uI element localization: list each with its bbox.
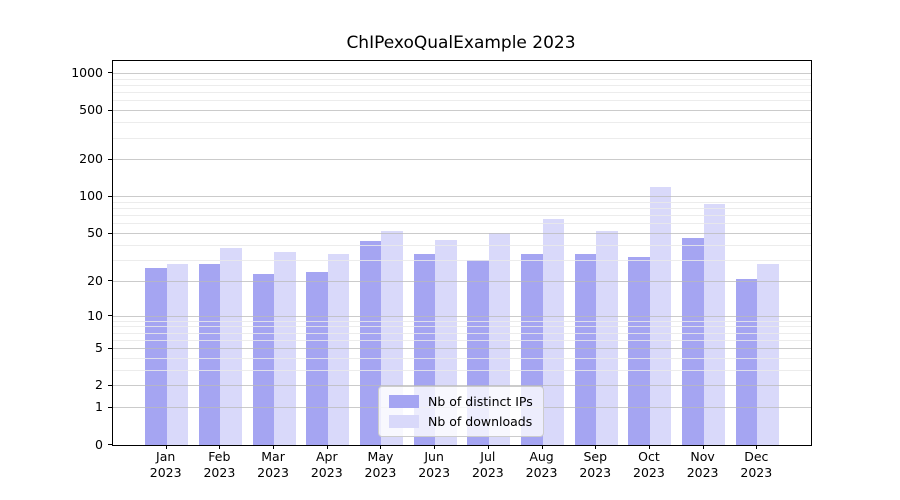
y-tick-mark-0 xyxy=(108,444,112,445)
y-tick-mark-2 xyxy=(108,384,112,386)
x-tick-label-nov: Nov 2023 xyxy=(668,449,738,481)
legend-label-downloads: Nb of downloads xyxy=(428,414,533,429)
bar-downloads-nov xyxy=(703,203,726,445)
bar-downloads-oct xyxy=(649,187,672,445)
bar-distinct-ips-may xyxy=(359,241,382,445)
x-tick-label-jan: Jan 2023 xyxy=(131,449,201,481)
y-tick-label-1000: 1000 xyxy=(71,64,103,80)
bar-downloads-feb xyxy=(220,247,242,445)
x-tick-month-feb: Feb xyxy=(208,449,231,464)
y-tick-mark-20 xyxy=(108,280,112,282)
x-tick-month-jun: Jun xyxy=(424,449,444,464)
x-tick-label-apr: Apr 2023 xyxy=(292,449,362,481)
x-tick-month-jul: Jul xyxy=(480,449,496,464)
x-tick-year-sep: 2023 xyxy=(579,465,612,480)
x-tick-label-may: May 2023 xyxy=(345,449,415,481)
x-tick-mark-feb xyxy=(219,445,221,449)
y-tick-mark-50 xyxy=(108,232,112,234)
y-tick-label-2: 2 xyxy=(95,377,103,393)
y-tick-label-1: 1 xyxy=(95,399,103,415)
x-tick-label-mar: Mar 2023 xyxy=(238,449,308,481)
bar-distinct-ips-dec xyxy=(735,278,758,445)
x-tick-mark-may xyxy=(380,445,382,449)
y-tick-label-100: 100 xyxy=(79,188,103,204)
x-tick-mark-nov xyxy=(702,445,704,449)
x-tick-label-dec: Dec 2023 xyxy=(721,449,791,481)
bar-downloads-apr xyxy=(327,253,350,445)
x-tick-year-jun: 2023 xyxy=(418,465,451,480)
bar-distinct-ips-oct xyxy=(628,256,650,445)
x-tick-year-jan: 2023 xyxy=(149,465,182,480)
y-tick-mark-100 xyxy=(108,195,112,197)
y-tick-label-0: 0 xyxy=(95,436,103,452)
x-tick-mark-apr xyxy=(326,445,328,449)
x-tick-month-mar: Mar xyxy=(261,449,285,464)
legend-entry-downloads: Nb of downloads xyxy=(389,414,533,429)
y-tick-mark-200 xyxy=(108,158,112,160)
bar-distinct-ips-apr xyxy=(306,271,328,445)
y-tick-mark-500 xyxy=(108,109,112,111)
x-tick-label-jul: Jul 2023 xyxy=(453,449,523,481)
x-tick-mark-aug xyxy=(541,445,543,449)
bar-distinct-ips-jan xyxy=(145,267,167,445)
x-tick-label-jun: Jun 2023 xyxy=(399,449,469,481)
x-tick-year-dec: 2023 xyxy=(740,465,773,480)
bar-distinct-ips-nov xyxy=(682,237,704,445)
y-tick-label-500: 500 xyxy=(79,102,103,118)
x-tick-year-nov: 2023 xyxy=(686,465,719,480)
x-tick-month-sep: Sep xyxy=(583,449,607,464)
x-tick-month-aug: Aug xyxy=(529,449,554,464)
x-tick-month-oct: Oct xyxy=(638,449,660,464)
bar-downloads-mar xyxy=(274,252,296,445)
x-tick-mark-sep xyxy=(595,445,597,449)
x-tick-year-apr: 2023 xyxy=(310,465,343,480)
x-tick-label-sep: Sep 2023 xyxy=(560,449,630,481)
x-tick-year-may: 2023 xyxy=(364,465,397,480)
y-tick-label-10: 10 xyxy=(87,307,103,323)
x-tick-mark-oct xyxy=(648,445,650,449)
x-tick-mark-jun xyxy=(434,445,436,449)
x-tick-label-aug: Aug 2023 xyxy=(507,449,577,481)
x-tick-month-nov: Nov xyxy=(690,449,715,464)
x-tick-label-feb: Feb 2023 xyxy=(184,449,254,481)
y-tick-mark-10 xyxy=(108,315,112,317)
y-tick-label-200: 200 xyxy=(79,151,103,167)
x-tick-year-oct: 2023 xyxy=(633,465,665,480)
y-tick-mark-1 xyxy=(108,406,112,408)
chart-title: ChIPexoQualExample 2023 xyxy=(346,33,576,53)
bar-downloads-dec xyxy=(757,263,779,445)
x-tick-month-may: May xyxy=(367,449,394,464)
x-tick-year-jul: 2023 xyxy=(471,465,504,480)
bar-distinct-ips-feb xyxy=(198,263,221,445)
bar-downloads-sep xyxy=(596,231,618,445)
bar-distinct-ips-sep xyxy=(574,253,597,445)
legend-swatch-downloads-icon xyxy=(389,415,419,428)
x-tick-year-aug: 2023 xyxy=(525,465,558,480)
x-tick-month-dec: Dec xyxy=(744,449,769,464)
y-tick-label-20: 20 xyxy=(87,272,103,288)
y-tick-label-5: 5 xyxy=(95,340,103,356)
y-tick-mark-1000 xyxy=(108,72,112,74)
x-tick-mark-jul xyxy=(487,445,489,449)
x-tick-mark-dec xyxy=(756,445,758,449)
x-tick-year-feb: 2023 xyxy=(203,465,236,480)
x-tick-month-apr: Apr xyxy=(315,449,338,464)
x-tick-label-oct: Oct 2023 xyxy=(614,449,684,481)
x-tick-year-mar: 2023 xyxy=(257,465,289,480)
y-tick-mark-5 xyxy=(108,347,112,349)
legend-swatch-distinct-ips-icon xyxy=(389,395,419,408)
x-tick-month-jan: Jan xyxy=(156,449,176,464)
x-tick-mark-jan xyxy=(165,445,167,449)
bar-distinct-ips-mar xyxy=(252,274,275,445)
y-tick-label-50: 50 xyxy=(87,225,103,241)
bar-downloads-aug xyxy=(542,218,565,445)
legend-label-distinct-ips: Nb of distinct IPs xyxy=(428,394,533,409)
plot-area: Nb of distinct IPs Nb of downloads xyxy=(112,60,812,446)
x-tick-mark-mar xyxy=(273,445,275,449)
legend-entry-distinct-ips: Nb of distinct IPs xyxy=(389,394,533,409)
legend: Nb of distinct IPs Nb of downloads xyxy=(378,386,544,437)
bar-downloads-jan xyxy=(166,263,189,445)
